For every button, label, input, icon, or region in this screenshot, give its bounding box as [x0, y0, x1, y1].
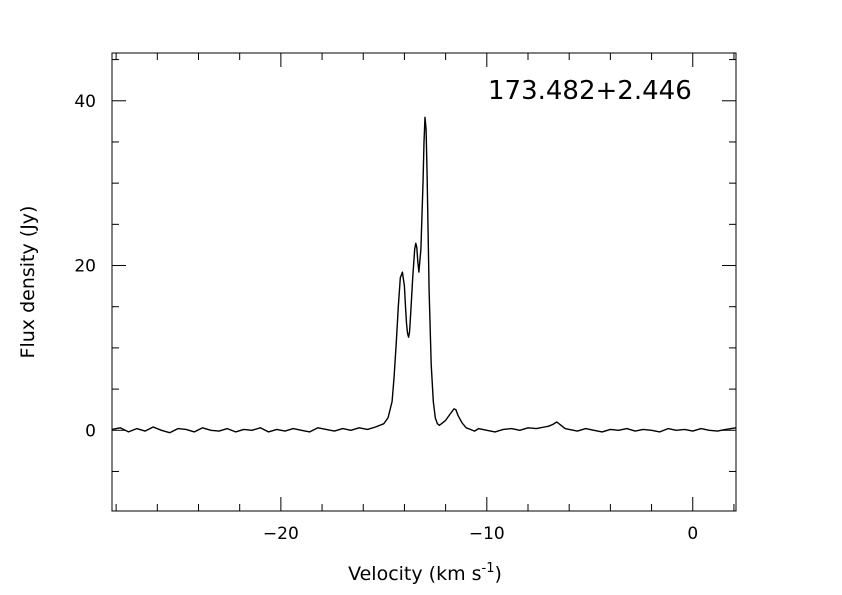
- source-label: 173.482+2.446: [488, 76, 692, 106]
- x-axis-title-tail: ): [494, 563, 501, 585]
- tick-labels: −20 −10 0 0 20 40: [74, 92, 698, 544]
- y-tick-label: 20: [74, 257, 96, 277]
- axis-ticks: [112, 53, 736, 511]
- plot-frame: [111, 52, 737, 512]
- x-axis-title: Velocity (km s-1): [348, 561, 502, 585]
- x-tick-label: −10: [469, 524, 505, 544]
- x-tick-label: 0: [687, 524, 698, 544]
- x-axis-title-main: Velocity (km s: [348, 563, 481, 585]
- spectrum-line: [111, 116, 737, 434]
- y-axis-title: Flux density (Jy): [17, 206, 39, 359]
- y-tick-label: 40: [74, 92, 96, 112]
- y-tick-label: 0: [85, 421, 96, 441]
- x-tick-label: −20: [263, 524, 299, 544]
- x-axis-title-sup: -1: [482, 561, 495, 576]
